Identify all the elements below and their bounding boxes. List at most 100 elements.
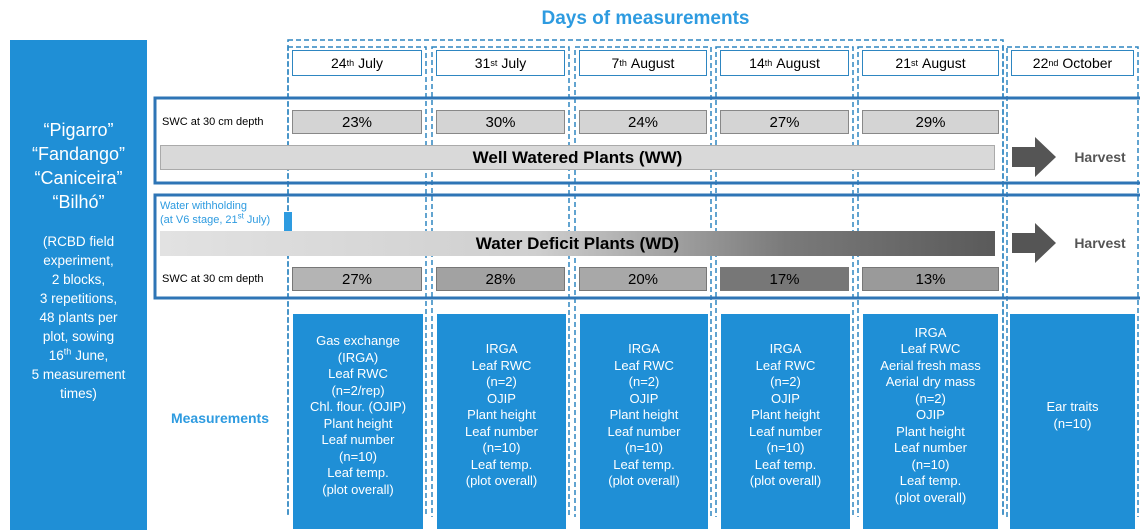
swc-label: SWC at 30 cm depth	[162, 273, 264, 285]
swc-label: SWC at 30 cm depth	[162, 116, 264, 128]
measurement-line: Ear traits	[1046, 399, 1099, 414]
measurement-line: (n=10)	[911, 456, 950, 472]
measurement-line: Chl. flour. (OJIP)	[309, 399, 407, 414]
harvest-arrow	[1012, 223, 1056, 263]
design-line: 3 repetitions,	[39, 291, 118, 306]
measurement-line: (n=10)	[1053, 415, 1092, 431]
measurements-label: Measurements	[170, 410, 270, 426]
dashed-column	[1006, 46, 1139, 517]
cultivar: “Fandango”	[31, 144, 126, 164]
withholding-note: Water withholding	[160, 200, 248, 212]
swc-value: 13%	[862, 267, 999, 291]
month: August	[776, 55, 820, 71]
measurement-line: Leaf temp.	[327, 465, 389, 480]
measurement-line: IRGA	[914, 324, 947, 340]
wd-panel	[153, 193, 1140, 300]
design-panel: “Pigarro” “Fandango” “Caniceira” “Bilhó” (RC…	[10, 40, 147, 530]
measurement-box: IRGA Leaf RWC (n=2) OJIP Plant height Leaf nu…	[437, 314, 566, 529]
harvest-label: Harvest	[1074, 149, 1126, 165]
design-line: 2 blocks,	[51, 272, 106, 287]
harvest-arrow	[1012, 137, 1056, 177]
design-line: 16th June,	[10, 346, 147, 365]
cultivar: “Pigarro”	[43, 120, 114, 140]
month: August	[630, 55, 675, 71]
measurement-line: (IRGA)	[337, 349, 379, 365]
design-line: plot, sowing	[42, 329, 115, 344]
measurement-line: IRGA	[485, 341, 518, 357]
measurement-line: (n=2)	[486, 374, 517, 390]
measurement-line: Leaf temp.	[613, 456, 675, 472]
swc-value: 30%	[436, 110, 565, 134]
measurement-line: Leaf temp.	[470, 456, 533, 472]
design-line: experiment,	[43, 253, 114, 268]
month: July	[501, 55, 527, 71]
swc-value: 27%	[292, 267, 422, 291]
wd-bar: Water Deficit Plants (WD)	[160, 231, 995, 256]
note-text: (at V6 stage, 21	[160, 214, 238, 226]
page: Days of measurements “Pigarro” “Fandango” “…	[10, 8, 1140, 530]
month: October	[1062, 55, 1113, 71]
title: Days of measurements	[541, 8, 750, 29]
dashed-column	[574, 46, 712, 517]
design-text: (RCBD field experiment, 2 blocks, 3 repetit…	[10, 232, 147, 403]
dashed-column	[287, 46, 427, 517]
swc-value: 23%	[292, 110, 422, 134]
withholding-note: (at V6 stage, 21st July)	[160, 212, 290, 227]
measurement-line: Leaf RWC	[471, 357, 532, 373]
measurement-line: Leaf RWC	[328, 366, 388, 381]
measurement-line: (n=2/rep)	[331, 382, 385, 398]
month: August	[922, 55, 966, 71]
measurement-line: Plant height	[751, 407, 820, 423]
day: 31	[474, 55, 491, 71]
dashed-column	[431, 46, 570, 517]
measurement-line: Leaf RWC	[614, 357, 674, 373]
ww-bar: Well Watered Plants (WW)	[160, 145, 995, 170]
measurement-line: Leaf number	[894, 440, 967, 456]
measurement-line: Leaf number	[321, 432, 395, 447]
swc-value: 24%	[579, 110, 707, 134]
measurement-line: Plant height	[467, 407, 536, 423]
measurement-line: Plant height	[323, 415, 393, 431]
design-line: times)	[60, 386, 97, 401]
day: 14	[749, 55, 765, 71]
measurement-line: Leaf RWC	[900, 341, 961, 357]
measurement-line: Leaf number	[607, 423, 681, 439]
measurement-line: IRGA	[628, 341, 660, 357]
measurement-line: (plot overall)	[322, 481, 394, 497]
measurement-box: Gas exchange (IRGA) Leaf RWC (n=2/rep) Chl. …	[293, 314, 423, 529]
measurement-line: IRGA	[769, 341, 802, 357]
month: July	[358, 55, 383, 71]
swc-value: 20%	[579, 267, 707, 291]
cultivar: “Bilhó”	[52, 192, 105, 212]
measurement-line: (plot overall)	[465, 473, 538, 489]
measurement-box: IRGA Leaf RWC (n=2) OJIP Plant height Leaf nu…	[580, 314, 708, 529]
note-text: July)	[246, 214, 271, 226]
sowing-day: 16	[48, 348, 64, 363]
swc-value: 28%	[436, 267, 565, 291]
harvest-label: Harvest	[1074, 235, 1126, 251]
measurement-line: OJIP	[771, 390, 800, 406]
day: 21	[895, 55, 911, 71]
measurement-line: (plot overall)	[608, 473, 680, 489]
dashed-group	[287, 39, 1004, 517]
measurement-line: OJIP	[916, 407, 945, 423]
measurement-line: Aerial dry mass	[885, 374, 976, 390]
swc-value: 17%	[720, 267, 849, 291]
measurement-line: (n=10)	[766, 440, 805, 456]
sowing-month: June,	[75, 348, 109, 363]
measurement-line: Plant height	[609, 407, 679, 423]
design-line: 48 plants per	[39, 310, 118, 325]
measurement-line: Plant height	[896, 423, 965, 439]
measurement-line: (n=2)	[915, 390, 946, 406]
ww-panel	[153, 96, 1140, 185]
day: 24	[331, 55, 347, 71]
measurement-box: Ear traits (n=10)	[1010, 314, 1135, 529]
dashed-column	[715, 46, 854, 517]
measurement-line: (plot overall)	[749, 473, 822, 489]
